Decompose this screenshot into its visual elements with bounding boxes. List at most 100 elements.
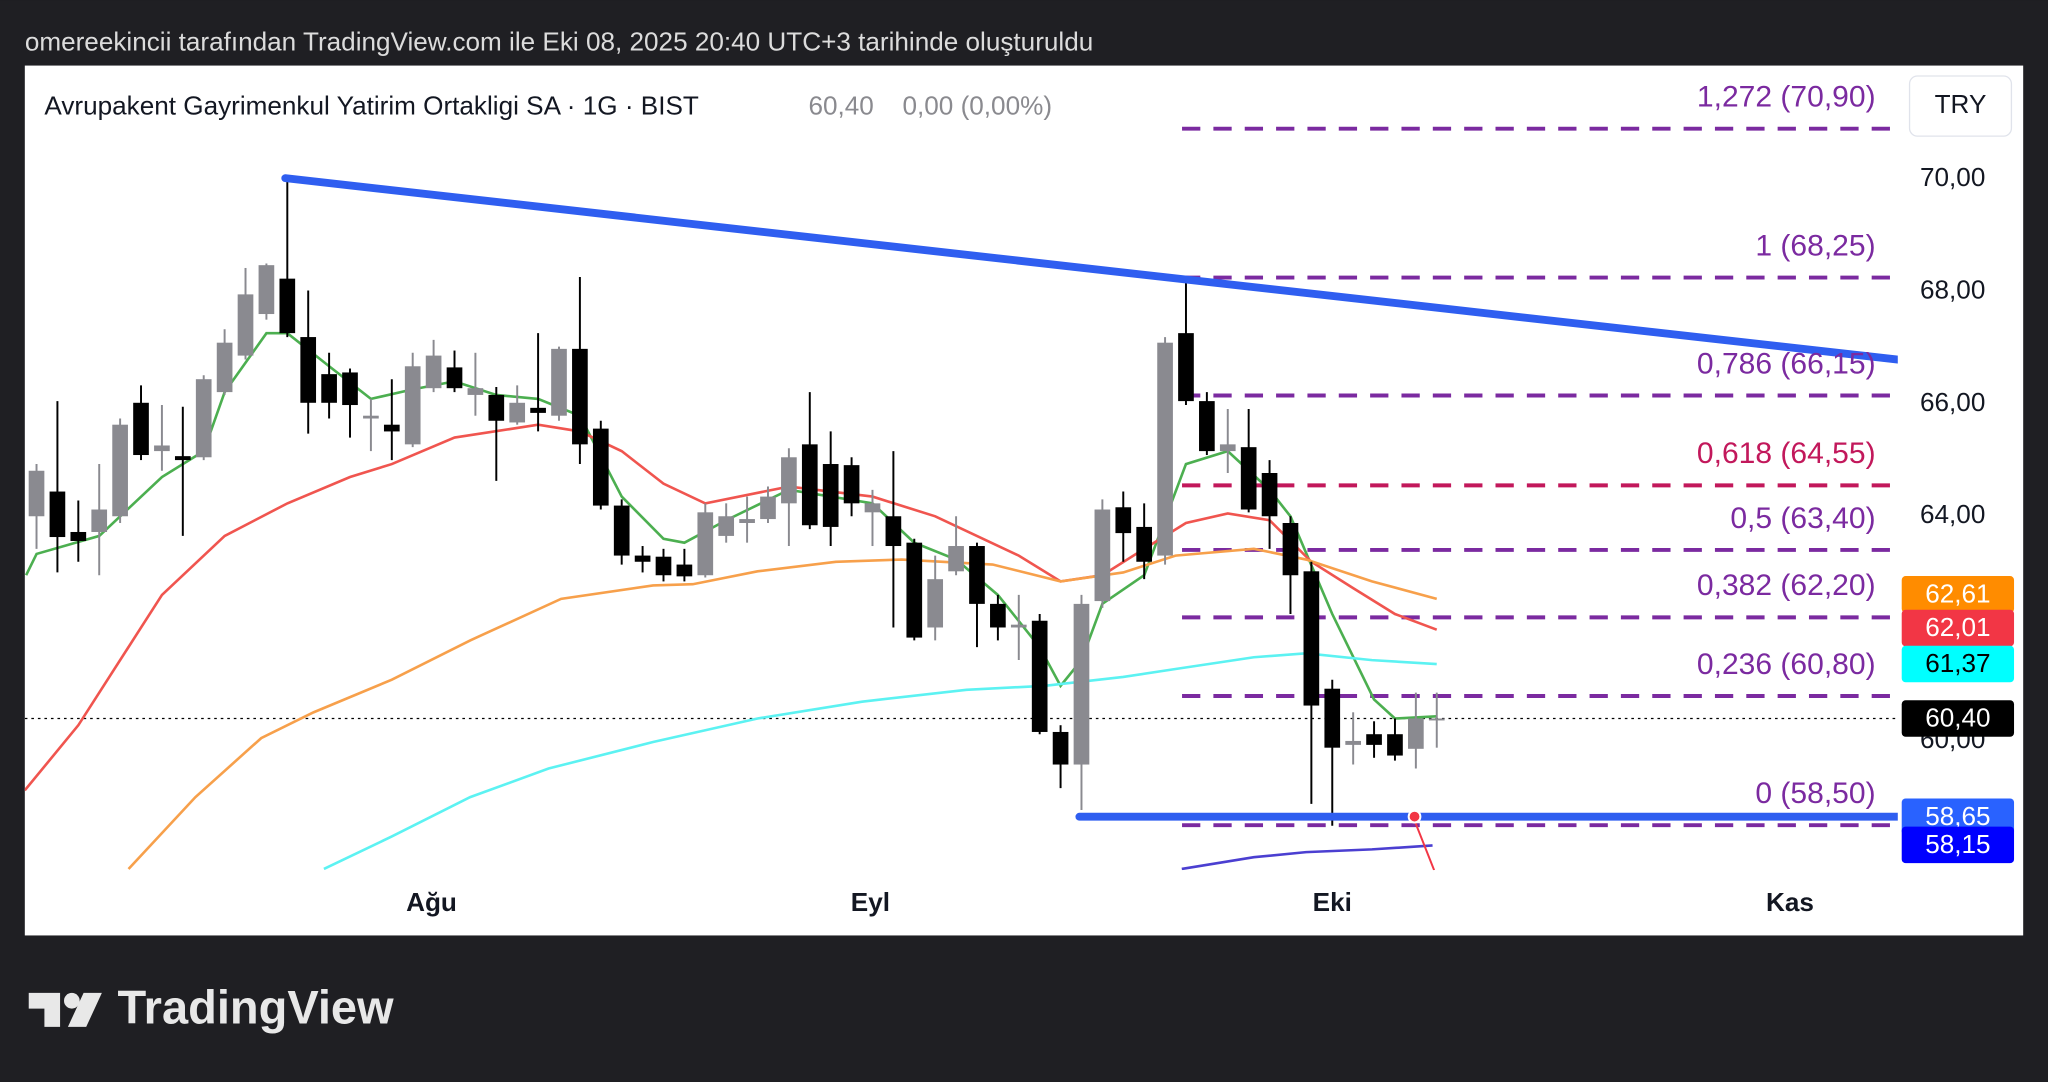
candle-body — [634, 555, 651, 562]
candle-body — [760, 496, 776, 520]
candle-body — [1178, 333, 1194, 402]
candle-body — [843, 465, 860, 504]
candle-body — [1010, 624, 1027, 628]
alert-line — [1413, 820, 1436, 871]
candle-body — [1324, 688, 1341, 748]
candle-body — [864, 503, 881, 513]
candle-body — [279, 278, 296, 334]
candle-body — [1387, 734, 1403, 756]
candle-body — [906, 542, 923, 638]
candle-body — [1261, 473, 1278, 517]
price-badge-label: 61,37 — [1925, 648, 1990, 678]
candle-body — [927, 579, 944, 628]
candle-body — [404, 366, 421, 445]
candle-body — [1408, 718, 1424, 749]
candle-body — [237, 294, 254, 356]
fib-level-label: 0,382 (62,20) — [1697, 569, 1876, 602]
candle-body — [321, 374, 337, 403]
candle-body — [1240, 447, 1257, 510]
price-badge-label: 60,40 — [1925, 703, 1990, 733]
logo-mark — [67, 992, 102, 1027]
candle-body — [551, 348, 567, 416]
candle-body — [195, 379, 212, 458]
fib-level-label: 1,272 (70,90) — [1697, 81, 1876, 114]
price-badge — [1901, 645, 2015, 683]
candle-body — [739, 519, 755, 523]
price-badge-label: 62,01 — [1925, 612, 1990, 642]
candle-body — [1282, 522, 1299, 576]
candle-body — [1345, 740, 1362, 745]
brand: TradingView — [118, 981, 395, 1034]
price-badge-label: 58,65 — [1925, 801, 1990, 831]
candle-body — [1199, 401, 1215, 452]
y-tick-label: 64,00 — [1920, 499, 1985, 529]
moving-average-line — [1181, 844, 1433, 871]
logo-mark — [64, 992, 80, 1009]
candle-body — [1052, 731, 1069, 765]
x-tick-label: Ağu — [406, 887, 457, 917]
moving-average-line — [127, 547, 1438, 870]
candle-body — [509, 402, 526, 423]
fib-level-label: 0,5 (63,40) — [1730, 502, 1875, 535]
candle-body — [801, 444, 818, 526]
price-badge-label: 62,61 — [1925, 579, 1990, 609]
candle-body — [676, 564, 693, 577]
candle-body — [1031, 620, 1048, 732]
candle-body — [28, 470, 45, 517]
price-change: 0,00 (0,00%) — [903, 90, 1052, 120]
candle-body — [1303, 571, 1320, 706]
candle-body — [1366, 734, 1382, 745]
candle-body — [342, 372, 358, 406]
candle-body — [822, 464, 839, 527]
alert-dot — [1407, 809, 1422, 824]
candle-body — [383, 424, 400, 432]
currency-button[interactable] — [1908, 75, 2013, 137]
candle-body — [70, 531, 87, 541]
candle-body — [154, 445, 170, 452]
candle-body — [572, 348, 588, 445]
candle-body — [697, 512, 714, 576]
last-price: 60,40 — [808, 90, 873, 120]
currency-label[interactable]: TRY — [1935, 89, 1987, 119]
candle-body — [216, 342, 233, 393]
fib-level-label: 0,618 (64,55) — [1697, 437, 1876, 470]
chart-panel — [24, 65, 2024, 936]
price-pane — [24, 126, 1898, 871]
candle-body — [112, 424, 128, 517]
candle-body — [592, 428, 609, 506]
fib-level-label: 0,786 (66,15) — [1697, 347, 1876, 380]
x-tick-label: Eyl — [851, 887, 890, 917]
tradingview-logo: TradingView — [28, 981, 395, 1034]
candle-body — [446, 367, 463, 389]
symbol-title: Avrupakent Gayrimenkul Yatirim Ortakligi… — [44, 90, 698, 120]
price-badge — [1901, 798, 2015, 836]
candle-body — [530, 407, 546, 413]
candle-body — [948, 546, 964, 572]
candle-body — [1428, 718, 1445, 721]
candle-body — [363, 415, 379, 419]
candle-body — [613, 505, 630, 556]
candle-body — [133, 402, 149, 456]
price-badge — [1901, 826, 2015, 864]
candle-body — [91, 509, 108, 532]
candle-body — [781, 457, 797, 504]
trend-line — [281, 174, 1898, 364]
x-tick-label: Eki — [1313, 887, 1352, 917]
price-badge — [1901, 700, 2015, 737]
fib-level-label: 1 (68,25) — [1755, 229, 1875, 262]
candle-body — [467, 388, 484, 395]
y-tick-label: 66,00 — [1920, 387, 1985, 417]
candle-body — [718, 516, 735, 536]
x-tick-label: Kas — [1766, 887, 1814, 917]
watermark: omereekincii tarafından TradingView.com … — [25, 26, 1093, 56]
price-badge — [1901, 609, 2015, 647]
y-tick-label: 68,00 — [1920, 274, 1985, 304]
candle-body — [1157, 342, 1173, 556]
candle-body — [885, 516, 902, 547]
candle-body — [1094, 509, 1111, 602]
logo-mark — [28, 992, 61, 1027]
candle-body — [655, 556, 672, 576]
moving-average-line — [323, 652, 1437, 871]
